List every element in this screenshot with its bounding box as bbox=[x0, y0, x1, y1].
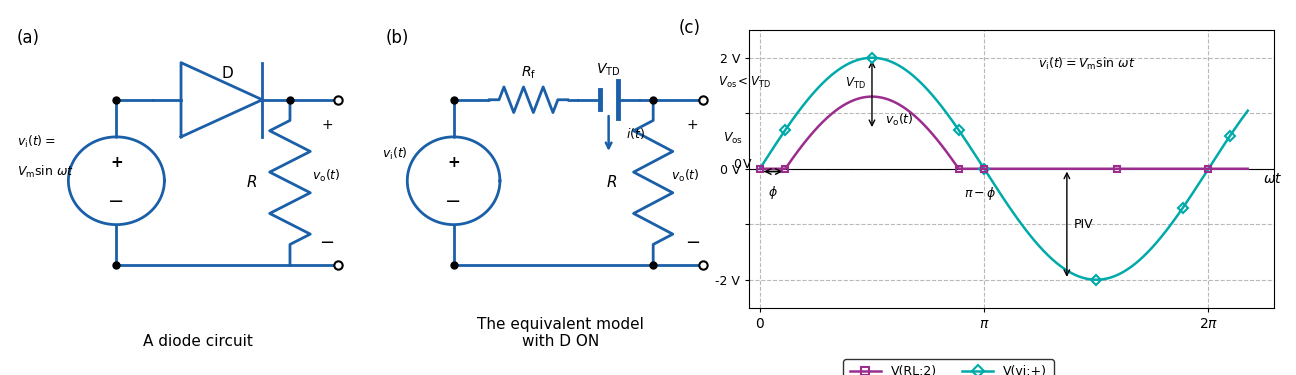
Text: $R$: $R$ bbox=[245, 174, 257, 190]
Text: $v_{\rm i}(t)=V_{\rm m}\sin\,\omega t$: $v_{\rm i}(t)=V_{\rm m}\sin\,\omega t$ bbox=[1038, 56, 1135, 72]
Text: $v_{\rm o}(t)$: $v_{\rm o}(t)$ bbox=[885, 112, 914, 128]
Text: −: − bbox=[319, 234, 334, 252]
Text: +: + bbox=[110, 154, 123, 170]
Text: $R$: $R$ bbox=[607, 174, 618, 190]
Text: $V_\mathrm{TD}$: $V_\mathrm{TD}$ bbox=[596, 62, 621, 78]
Text: $v_\mathrm{i}(t)=$: $v_\mathrm{i}(t)=$ bbox=[17, 134, 56, 150]
Text: $V_\mathrm{m}\sin\,\omega t$: $V_\mathrm{m}\sin\,\omega t$ bbox=[17, 164, 74, 180]
Text: PIV: PIV bbox=[1074, 218, 1094, 231]
Text: −: − bbox=[446, 192, 461, 210]
Text: $0\,\mathrm{V}$: $0\,\mathrm{V}$ bbox=[732, 158, 753, 171]
Text: $v_\mathrm{o}(t)$: $v_\mathrm{o}(t)$ bbox=[671, 168, 700, 184]
Text: −: − bbox=[684, 234, 700, 252]
Text: (b): (b) bbox=[386, 29, 410, 47]
Text: $\omega t$: $\omega t$ bbox=[1264, 172, 1283, 186]
Text: $V_{\rm os}<V_{\rm TD}$: $V_{\rm os}<V_{\rm TD}$ bbox=[718, 75, 771, 90]
Text: +: + bbox=[687, 118, 699, 132]
Text: D: D bbox=[222, 66, 233, 81]
Text: −: − bbox=[108, 192, 124, 210]
Text: $i(t)$: $i(t)$ bbox=[626, 126, 645, 141]
Text: The equivalent model
with D ON: The equivalent model with D ON bbox=[477, 317, 644, 350]
Text: +: + bbox=[447, 154, 460, 170]
Text: $V_{\rm os}$: $V_{\rm os}$ bbox=[723, 130, 743, 146]
Text: A diode circuit: A diode circuit bbox=[143, 334, 253, 350]
Text: $V_{\rm TD}$: $V_{\rm TD}$ bbox=[845, 76, 866, 91]
Text: $\pi-\phi$: $\pi-\phi$ bbox=[964, 185, 997, 202]
Text: $R_\mathrm{f}$: $R_\mathrm{f}$ bbox=[521, 65, 537, 81]
Text: (a): (a) bbox=[17, 29, 40, 47]
Legend: V(RL:2), V(vi:+): V(RL:2), V(vi:+) bbox=[844, 359, 1054, 375]
Text: +: + bbox=[321, 118, 333, 132]
Text: $\phi$: $\phi$ bbox=[767, 184, 778, 201]
Text: $v_\mathrm{o}(t)$: $v_\mathrm{o}(t)$ bbox=[312, 168, 341, 184]
Text: (c): (c) bbox=[678, 19, 700, 37]
Text: $v_\mathrm{i}(t)$: $v_\mathrm{i}(t)$ bbox=[382, 146, 408, 162]
